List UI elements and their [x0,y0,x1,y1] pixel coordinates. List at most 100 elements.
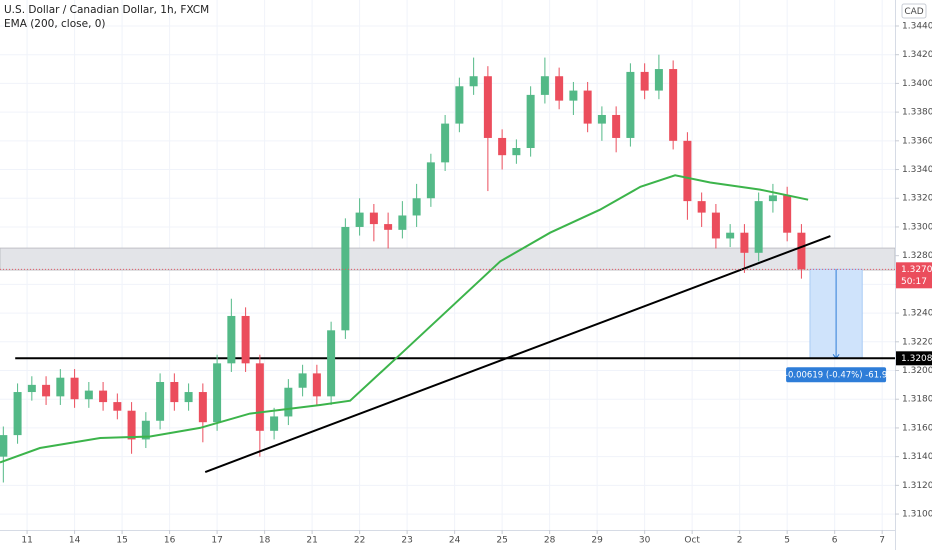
x-tick-label: 30 [639,536,651,546]
candle-body [555,76,564,101]
x-tick-label: 6 [832,536,838,546]
x-tick-label: 11 [21,536,32,546]
candle-body [70,377,79,400]
candle-body [654,69,663,91]
candle-body [170,381,179,403]
x-tick-label: 17 [211,536,222,546]
x-tick-label: 2 [737,536,743,546]
candle-body [498,137,507,156]
candle-body [13,392,22,436]
countdown: 50:17 [901,277,927,287]
y-tick-label: 1.33800 [902,108,932,118]
candle-body [227,315,236,364]
y-tick-label: 1.33000 [902,222,932,232]
candle-body [327,330,336,397]
candle-body [469,76,478,87]
x-tick-label: 24 [449,536,461,546]
candle-body [583,90,592,124]
candle-body [27,384,36,393]
candle-body [398,215,407,230]
candle-body [426,162,435,199]
candle-body [669,69,678,141]
candle-body [441,123,450,163]
y-tick-label: 1.33600 [902,136,932,146]
candle-body [99,390,108,403]
candle-body [569,90,578,101]
y-tick-label: 1.31000 [902,510,932,520]
candle-body [626,71,635,138]
support-label: 1.32085 [901,354,932,364]
chart-title: U.S. Dollar / Canadian Dollar, 1h, FXCM [4,4,209,16]
candle-body [312,373,321,397]
candle-body [697,201,706,213]
candle-body [797,232,806,270]
x-tick-label: 15 [116,536,127,546]
y-tick-label: 1.31800 [902,395,932,405]
y-tick-label: 1.34400 [902,21,932,31]
x-tick-label: 18 [259,536,271,546]
last-price-tag [896,262,932,289]
candle-body [783,195,792,233]
candle-body [255,363,264,431]
x-tick-label: 7 [879,536,885,546]
y-tick-label: 1.33400 [902,165,932,175]
candle-body [141,420,150,440]
y-tick-label: 1.32200 [902,337,932,347]
x-tick-label: 14 [69,536,81,546]
candle-body [0,435,8,457]
x-tick-label: 25 [496,536,507,546]
candle-body [56,377,65,397]
x-tick-label: 5 [784,536,790,546]
indicator-label: EMA (200, close, 0) [4,18,106,30]
candle-body [683,140,692,202]
candle-body [213,363,222,423]
candle-body [597,114,606,124]
axes: 1.34400 1.34200 1.34000 1.33800 1.33600 1.334… [21,21,932,546]
candle-body [540,76,549,95]
candle-body [455,86,464,124]
candle-body [612,114,621,138]
x-tick-label: 16 [164,536,176,546]
candle-body [483,76,492,138]
support-tag [896,351,932,366]
x-tick-label: 28 [544,536,556,546]
trendline [204,235,831,473]
candle-body [412,198,421,216]
y-tick-label: 1.31200 [902,481,932,491]
candle-body [184,392,193,403]
candle-body [512,148,521,156]
candle-body [711,212,720,239]
y-tick-label: 1.32800 [902,251,932,261]
y-tick-label: 1.34000 [902,79,932,89]
candle-body [768,195,777,202]
candle-body [127,410,136,440]
candle-body [526,94,535,149]
candle-body [284,387,293,417]
x-tick-label: 22 [354,536,365,546]
y-tick-label: 1.31600 [902,423,932,433]
y-tick-label: 1.33200 [902,194,932,204]
candle-body [384,224,393,230]
candle-body [355,212,364,227]
candle-body [198,392,207,423]
candle-body [113,402,122,411]
candle-body [369,212,378,225]
x-tick-label: 23 [401,536,412,546]
candle-body [270,416,279,431]
x-tick-label: Oct [684,536,700,546]
candle-body [726,232,735,239]
y-tick-label: 1.34200 [902,50,932,60]
candle-body [156,381,165,421]
measure-label: -0.00619 (-0.47%) -61.9 [785,370,887,380]
measure-label-box [786,367,887,383]
ema-line [0,174,809,464]
x-tick-label: 29 [591,536,603,546]
candle-body [84,390,93,400]
candle-body [241,315,250,364]
candle-body [754,201,763,253]
x-tick-label: 21 [306,536,317,546]
candle-body [341,226,350,331]
